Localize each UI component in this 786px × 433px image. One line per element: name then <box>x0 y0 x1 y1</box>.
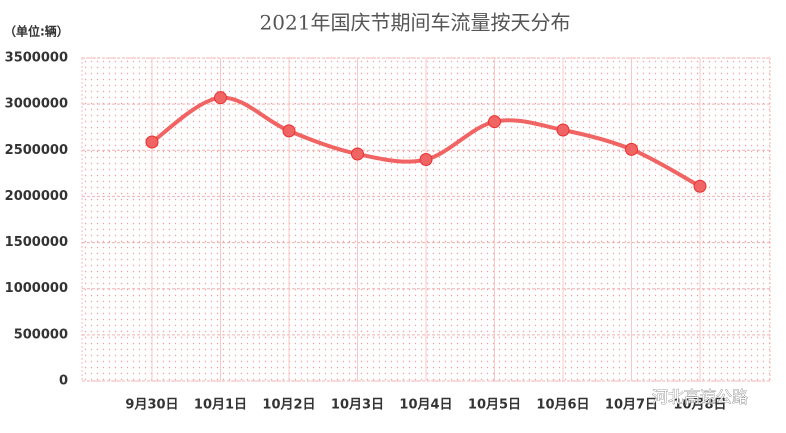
point <box>214 91 227 105</box>
point <box>282 124 296 138</box>
y-tick-label: 2500000 <box>5 143 68 158</box>
watermark: 河北高速公路 <box>652 388 748 407</box>
x-tick-label: 9月30日 <box>125 398 178 413</box>
x-tick-label: 10月6日 <box>536 398 589 413</box>
y-tick-label: 1500000 <box>5 235 68 250</box>
x-tick-label: 10月4日 <box>399 398 452 413</box>
x-tick-label: 10月1日 <box>194 398 247 413</box>
x-tick-label: 10月3日 <box>331 398 384 413</box>
y-tick-label: 1000000 <box>5 281 68 296</box>
point <box>488 115 501 129</box>
point <box>419 153 433 167</box>
chart-title: 2021年国庆节期间车流量按天分布 <box>260 11 571 35</box>
y-tick-label: 3000000 <box>5 97 68 112</box>
point <box>351 147 364 161</box>
y-axis-label: （单位:辆） <box>4 24 69 39</box>
point <box>625 142 638 156</box>
y-tick-label: 0 <box>59 374 68 389</box>
point <box>145 135 159 149</box>
point <box>556 123 570 137</box>
y-tick-label: 3500000 <box>5 51 68 66</box>
y-tick-label: 2000000 <box>5 189 68 204</box>
x-tick-label: 10月8日 <box>673 398 726 413</box>
y-tick-label: 500000 <box>14 327 68 342</box>
x-tick-label: 10月5日 <box>468 398 521 413</box>
x-tick-label: 10月7日 <box>605 398 658 413</box>
point <box>693 179 707 193</box>
x-tick-label: 10月2日 <box>262 398 315 413</box>
